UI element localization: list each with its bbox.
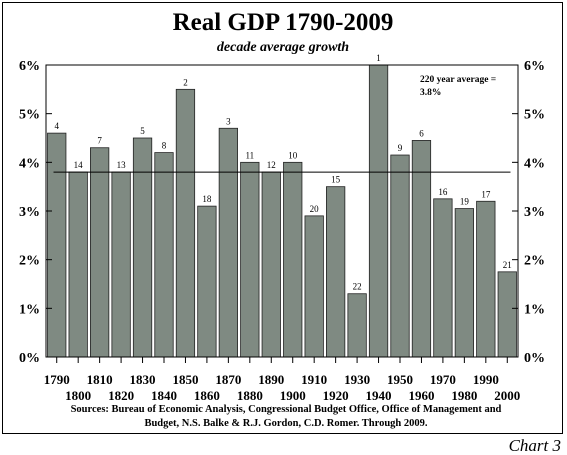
- rank-label-1980: 19: [460, 197, 470, 207]
- bar-1850: [175, 88, 196, 358]
- bar-1810: [90, 147, 110, 358]
- bar-1920: [326, 186, 346, 358]
- x-tick-label-1810: 1810: [87, 372, 113, 387]
- rank-label-1910: 20: [310, 204, 320, 214]
- rank-label-1860: 18: [202, 194, 212, 204]
- bar-1930: [347, 293, 367, 358]
- bars-group: [47, 64, 517, 358]
- bar-1890: [261, 171, 281, 358]
- chart-number-label: Chart 3: [509, 436, 561, 455]
- x-tick-label-1870: 1870: [215, 372, 241, 387]
- x-tick-label-1930: 1930: [344, 372, 370, 387]
- x-tick-label-1990: 1990: [473, 372, 499, 387]
- bar-1980: [454, 208, 474, 358]
- chart-subtitle: decade average growth: [217, 40, 349, 55]
- rank-label-1820: 13: [117, 160, 127, 170]
- bar-1960: [411, 140, 432, 358]
- x-tick-label-1900: 1900: [280, 388, 306, 403]
- rank-label-1930: 22: [353, 282, 362, 292]
- x-tick-label-2000: 2000: [494, 388, 520, 403]
- rank-label-1810: 7: [97, 136, 102, 146]
- y-tick-label-right-3: 3%: [524, 205, 545, 220]
- y-tick-label-left-5: 5%: [19, 108, 40, 123]
- bar-1790: [47, 132, 67, 358]
- x-tick-label-1860: 1860: [194, 388, 220, 403]
- y-tick-label-right-2: 2%: [524, 254, 545, 269]
- x-tick-label-1940: 1940: [366, 388, 392, 403]
- y-tick-label-left-0: 0%: [19, 351, 40, 366]
- y-tick-label-left-6: 6%: [19, 59, 40, 74]
- y-tick-label-right-5: 5%: [524, 108, 545, 123]
- y-tick-label-left-2: 2%: [19, 254, 40, 269]
- y-tick-label-left-1: 1%: [19, 302, 40, 317]
- x-axis: 1790180018101820183018401850186018701880…: [44, 357, 520, 403]
- rank-label-1960: 6: [419, 128, 424, 138]
- rank-label-1830: 5: [140, 126, 145, 136]
- y-axis-left: 0% 1% 2% 3% 4% 5% 6%: [19, 59, 52, 366]
- bar-1900: [283, 161, 303, 358]
- average-label-line1: 220 year average =: [420, 75, 496, 85]
- rank-label-1880: 11: [245, 150, 254, 160]
- x-tick-label-1910: 1910: [301, 372, 327, 387]
- x-tick-label-1790: 1790: [44, 372, 70, 387]
- rank-label-2000: 21: [503, 260, 512, 270]
- rank-label-1950: 9: [398, 143, 403, 153]
- rank-label-1990: 17: [481, 189, 491, 199]
- bar-1910: [304, 215, 324, 358]
- y-axis-right: 0% 1% 2% 3% 4% 5% 6%: [512, 59, 545, 366]
- x-tick-label-1980: 1980: [451, 388, 477, 403]
- bar-1860: [197, 205, 217, 358]
- rank-label-1790: 4: [54, 121, 59, 131]
- bar-1940: [368, 64, 389, 358]
- x-tick-label-1890: 1890: [258, 372, 284, 387]
- rank-label-1840: 8: [162, 141, 167, 151]
- x-tick-label-1830: 1830: [130, 372, 156, 387]
- x-tick-label-1960: 1960: [408, 388, 434, 403]
- rank-label-1920: 15: [331, 175, 341, 185]
- source-line2: Budget, N.S. Balke & R.J. Gordon, C.D. R…: [144, 418, 427, 429]
- average-label-line2: 3.8%: [420, 88, 441, 98]
- rank-label-1850: 2: [183, 77, 188, 87]
- rank-label-1870: 3: [226, 116, 231, 126]
- rank-label-1900: 10: [288, 150, 298, 160]
- source-line1: Sources: Bureau of Economic Analysis, Co…: [71, 404, 502, 415]
- y-tick-label-right-1: 1%: [524, 302, 545, 317]
- y-tick-label-right-4: 4%: [524, 156, 545, 171]
- x-tick-label-1920: 1920: [323, 388, 349, 403]
- bar-1870: [218, 127, 238, 358]
- bar-1840: [154, 152, 174, 358]
- x-tick-label-1950: 1950: [387, 372, 413, 387]
- x-tick-label-1880: 1880: [237, 388, 263, 403]
- rank-label-1800: 14: [74, 160, 84, 170]
- x-tick-label-1840: 1840: [151, 388, 177, 403]
- bar-1990: [476, 200, 496, 358]
- y-tick-label-left-3: 3%: [19, 205, 40, 220]
- x-tick-label-1800: 1800: [65, 388, 91, 403]
- y-tick-label-right-0: 0%: [524, 351, 545, 366]
- chart-frame: [2, 2, 563, 434]
- x-tick-label-1970: 1970: [430, 372, 456, 387]
- x-tick-label-1850: 1850: [172, 372, 198, 387]
- rank-label-1970: 16: [438, 187, 448, 197]
- bar-1820: [111, 171, 131, 358]
- bar-2000: [497, 271, 517, 358]
- y-tick-label-left-4: 4%: [19, 156, 40, 171]
- rank-label-1940: 1: [376, 53, 381, 63]
- bar-1830: [132, 137, 153, 358]
- bar-1800: [68, 171, 88, 358]
- chart-title: Real GDP 1790-2009: [173, 9, 394, 36]
- bar-1880: [240, 161, 260, 358]
- x-tick-label-1820: 1820: [108, 388, 134, 403]
- bar-1950: [390, 154, 410, 358]
- rank-label-1890: 12: [267, 160, 276, 170]
- bar-1970: [433, 198, 453, 358]
- y-tick-label-right-6: 6%: [524, 59, 545, 74]
